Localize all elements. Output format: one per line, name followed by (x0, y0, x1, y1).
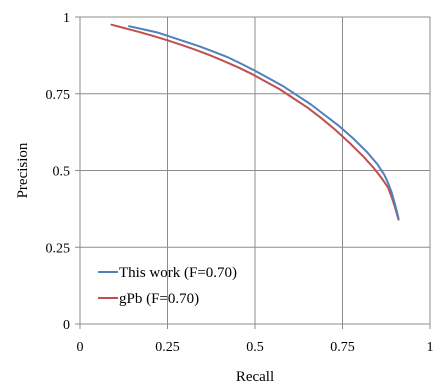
x-tick-label: 0.5 (246, 340, 264, 355)
y-tick-label: 0.25 (46, 241, 71, 256)
y-axis-title: Precision (15, 142, 31, 198)
x-tick-label: 0.25 (155, 340, 180, 355)
x-tick-label: 0 (77, 340, 84, 355)
y-tick-labels: 0 0.25 0.5 0.75 1 (46, 11, 71, 333)
x-tick-label: 0.75 (330, 340, 355, 355)
y-tick-label: 0.75 (46, 88, 71, 103)
legend-label-this-work: This work (F=0.70) (119, 265, 237, 281)
axes (75, 16, 431, 329)
x-tick-label: 1 (427, 340, 434, 355)
x-tick-labels: 0 0.25 0.5 0.75 1 (77, 340, 434, 355)
legend-label-gpb: gPb (F=0.70) (119, 291, 199, 307)
y-tick-label: 0.5 (53, 165, 71, 180)
legend: This work (F=0.70) gPb (F=0.70) (98, 265, 237, 307)
y-tick-label: 0 (63, 318, 70, 333)
series-line-this-work (128, 25, 400, 220)
series-line-gpb (110, 23, 400, 221)
series-lines (110, 23, 400, 221)
y-tick-label: 1 (63, 11, 70, 26)
x-axis-title: Recall (236, 369, 274, 384)
